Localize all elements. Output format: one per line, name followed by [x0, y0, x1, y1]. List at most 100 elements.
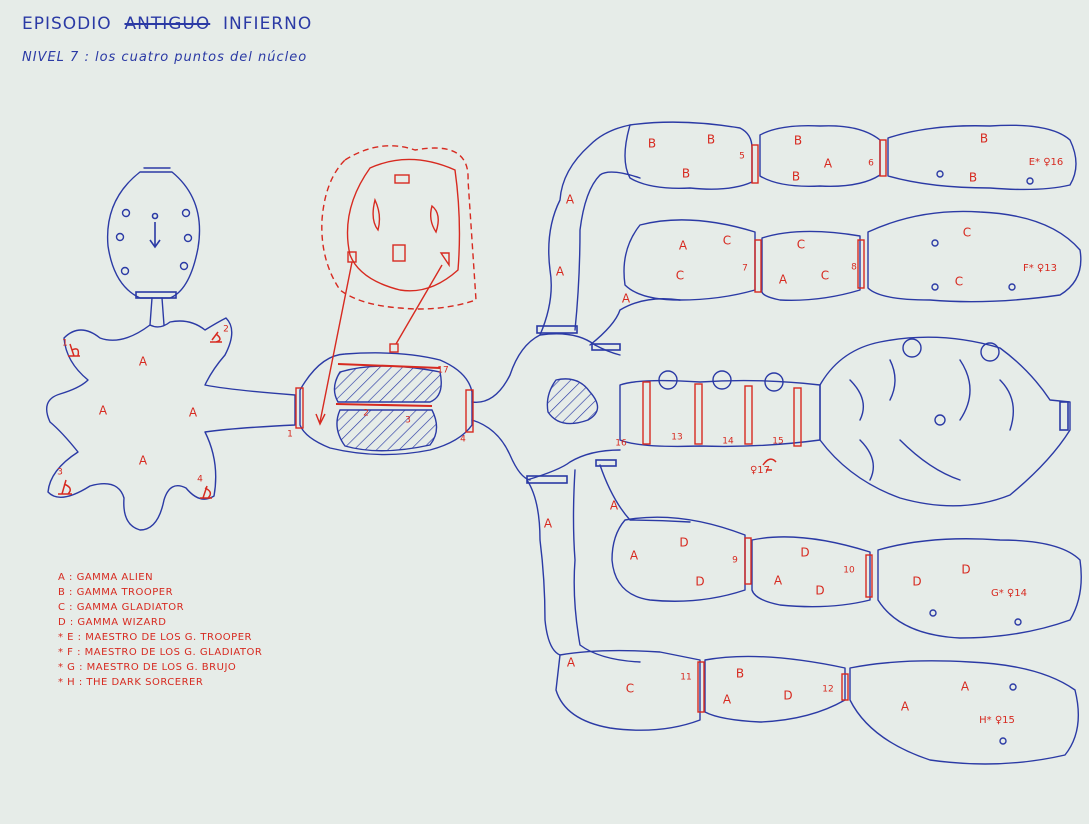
room-letter: C: [797, 238, 805, 252]
room-letter: D: [783, 689, 792, 703]
room-letter: A: [189, 406, 198, 420]
room-letter: A: [556, 265, 565, 279]
door-number: 11: [680, 673, 691, 683]
room-letter: A: [824, 157, 833, 171]
door-number: 1: [62, 339, 68, 349]
room-letter: A: [901, 700, 910, 714]
room-b-south: [704, 655, 846, 723]
room-h-boss: [849, 660, 1080, 765]
room-letter: D: [961, 563, 970, 577]
door-number: 17: [437, 366, 448, 376]
room-letter: B: [794, 134, 802, 148]
hall-hatched-walls: [333, 363, 442, 452]
star-corner-marks: [58, 331, 777, 499]
central-hall: [299, 352, 473, 456]
door-number: 13: [671, 433, 682, 443]
legend-entry: C : GAMMA GLADIATOR: [58, 602, 185, 613]
boss-label: G* ♀14: [991, 588, 1027, 599]
door-number: 4: [460, 435, 466, 445]
door-number: 1: [287, 430, 293, 440]
room-letter: B: [969, 171, 977, 185]
boss-label: F* ♀13: [1023, 263, 1057, 274]
room-letter: D: [912, 575, 921, 589]
legend: A : GAMMA ALIEN B : GAMMA TROOPER C : GA…: [58, 570, 262, 690]
episode-name: INFIERNO: [223, 14, 313, 34]
secret-area: [315, 145, 477, 426]
episode-word: EPISODIO: [22, 14, 112, 34]
room-letter: A: [566, 193, 575, 207]
room-letter: D: [815, 584, 824, 598]
room-c-west: [623, 219, 756, 301]
room-letter: A: [679, 239, 688, 253]
room-letter: C: [676, 269, 684, 283]
room-letter: A: [961, 680, 970, 694]
level-subtitle: NIVEL 7 : los cuatro puntos del núcleo: [22, 50, 308, 65]
legend-entry: * F : MAESTRO DE LOS G. GLADIATOR: [58, 647, 263, 658]
boss-label: E* ♀16: [1029, 157, 1064, 168]
door-number: 3: [57, 468, 63, 478]
hatched-pit-icon: [546, 378, 599, 425]
room-letter: A: [630, 549, 639, 563]
door-number: 9: [732, 556, 738, 566]
boss-label: ♀17: [750, 465, 770, 476]
legend-entry: D : GAMMA WIZARD: [58, 617, 167, 628]
door-number: 8: [851, 263, 857, 273]
room-letter: B: [707, 133, 715, 147]
room-c-mid: [761, 230, 861, 301]
legend-entry: A : GAMMA ALIEN: [58, 572, 154, 583]
room-letter: C: [963, 226, 971, 240]
door-number: 2: [223, 325, 229, 335]
door-number: 14: [722, 437, 734, 447]
room-letter: C: [821, 269, 829, 283]
room-letter: A: [774, 574, 783, 588]
room-letter: B: [792, 170, 800, 184]
doors: [295, 139, 887, 713]
room-letter: A: [567, 656, 576, 670]
down-arrow-icon: [149, 212, 161, 249]
room-c-south: [555, 649, 701, 731]
legend-entry: B : GAMMA TROOPER: [58, 587, 174, 598]
room-letter: B: [682, 167, 690, 181]
room-letter: A: [622, 292, 631, 306]
door-number: 6: [868, 159, 874, 169]
room-b-mid: [759, 125, 881, 187]
door-number: 7: [742, 264, 748, 274]
room-b-west: [624, 121, 753, 190]
room-letter: A: [139, 355, 148, 369]
room-letter: A: [779, 273, 788, 287]
room-letter: C: [955, 275, 963, 289]
room-letter: B: [736, 667, 744, 681]
star-start-room: [46, 317, 296, 531]
room-g-boss: [877, 538, 1082, 639]
room-d-mid: [751, 536, 871, 608]
room-letter: A: [99, 404, 108, 418]
room-letter: D: [800, 546, 809, 560]
room-letter: C: [626, 682, 634, 696]
legend-entry: * H : THE DARK SORCERER: [58, 677, 204, 688]
door-number: 3: [405, 416, 411, 426]
room-letter: A: [723, 693, 732, 707]
room-letter: A: [610, 499, 619, 513]
room-letter: D: [695, 575, 704, 589]
episode-title: EPISODIO ANTIGUO INFIERNO: [22, 14, 312, 34]
room-letter: A: [544, 517, 553, 531]
door-number: 10: [843, 566, 855, 576]
boss-label-layer: E* ♀16 F* ♀13 G* ♀14 H* ♀15 ♀17: [750, 157, 1063, 726]
room-letter: B: [648, 137, 656, 151]
door-number: 2: [363, 409, 369, 419]
door-number: 5: [739, 152, 745, 162]
room-f-boss: [867, 210, 1082, 303]
legend-entry: * E : MAESTRO DE LOS G. TROOPER: [58, 632, 252, 643]
room-letter: A: [139, 454, 148, 468]
door-number: 15: [772, 437, 783, 447]
legend-entry: * G : MAESTRO DE LOS G. BRUJO: [58, 662, 237, 673]
room-d-west: [611, 516, 746, 602]
door-number: 12: [822, 685, 833, 695]
core-chamber: [819, 336, 1071, 507]
boss-label: H* ♀15: [979, 715, 1015, 726]
struck-word: ANTIGUO: [124, 14, 211, 34]
